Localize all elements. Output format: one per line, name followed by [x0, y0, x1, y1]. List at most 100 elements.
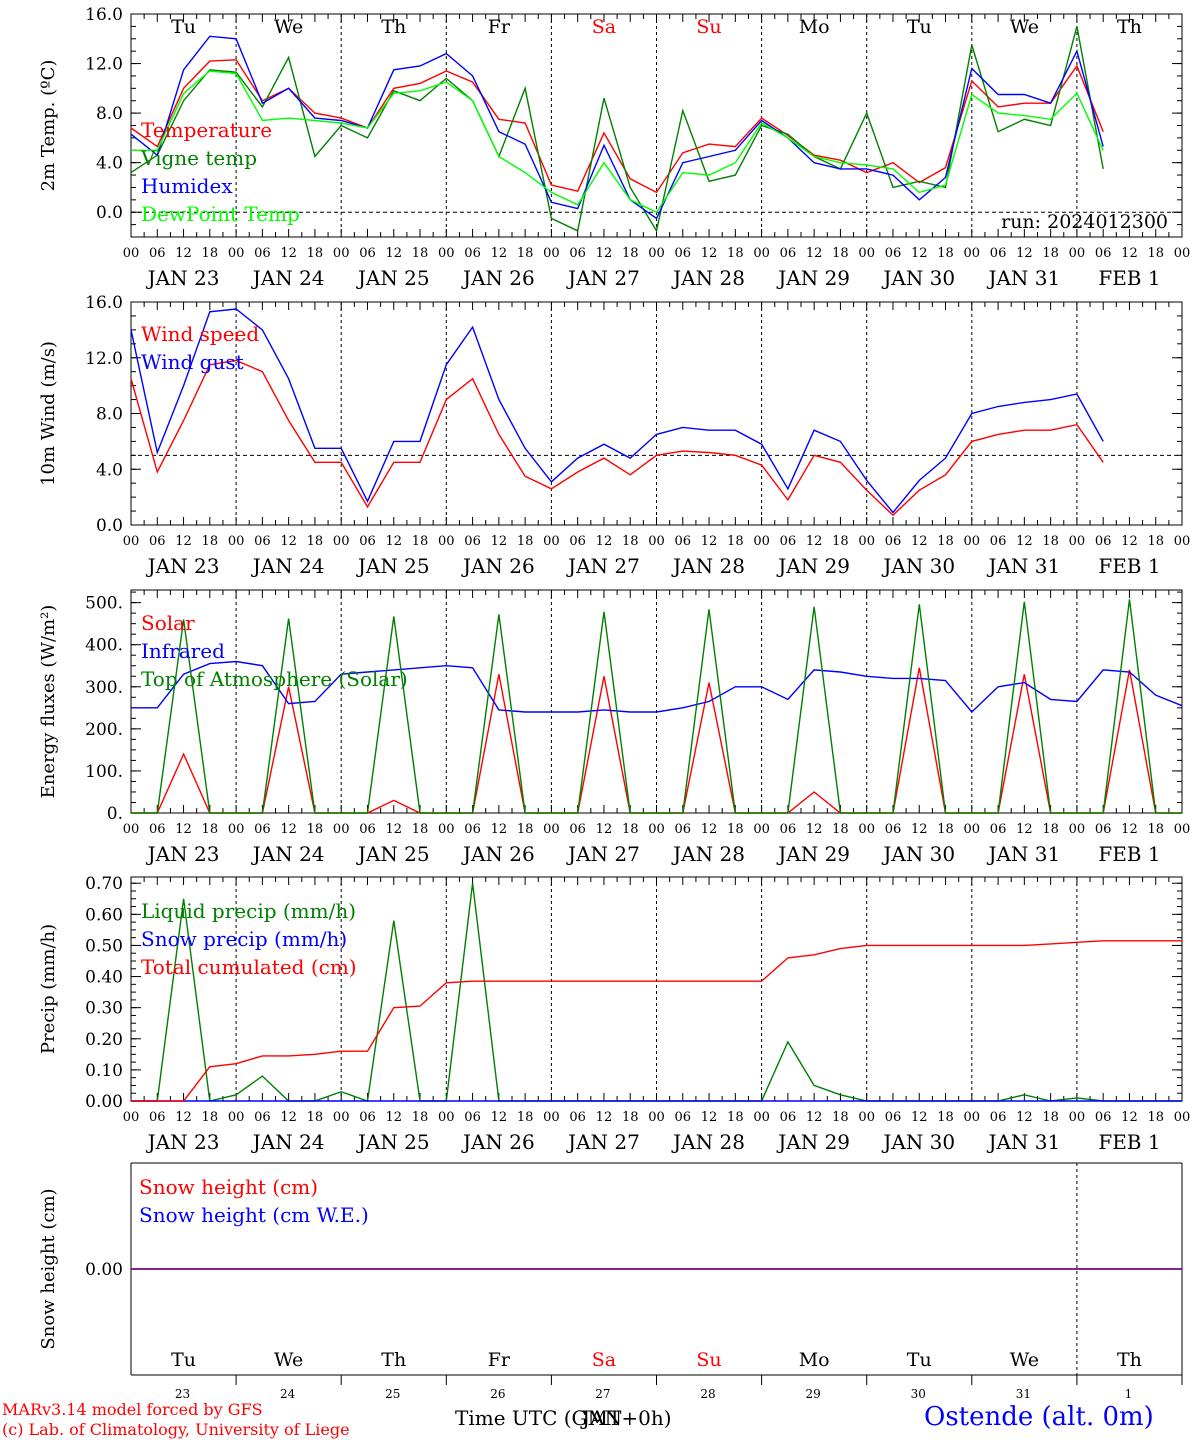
hour-tick-label: 00	[648, 534, 665, 549]
hour-tick-label: 18	[307, 822, 324, 837]
hour-tick-label: 12	[491, 534, 508, 549]
date-label: FEB 1	[1098, 266, 1160, 290]
hour-tick-label: 18	[517, 534, 534, 549]
hour-tick-label: 12	[175, 1110, 192, 1125]
hour-tick-label: 18	[832, 246, 849, 261]
date-label: JAN 23	[146, 1130, 220, 1154]
hour-tick-label: 12	[596, 822, 613, 837]
hour-tick-label: 12	[1016, 1110, 1033, 1125]
y-tick-label: 16.0	[85, 5, 123, 25]
hour-tick-label: 00	[1069, 246, 1086, 261]
hour-tick-label: 12	[280, 822, 297, 837]
hour-tick-label: 00	[333, 534, 350, 549]
hour-tick-label: 06	[990, 246, 1007, 261]
date-label: JAN 25	[356, 266, 430, 290]
hour-tick-label: 18	[937, 822, 954, 837]
hour-tick-label: 06	[780, 822, 797, 837]
date-label: JAN 29	[776, 266, 850, 290]
legend-entry: Humidex	[141, 174, 233, 198]
hour-tick-label: 06	[885, 1110, 902, 1125]
day-of-week-label: Mo	[799, 16, 830, 38]
hour-tick-label: 18	[1042, 822, 1059, 837]
hour-tick-label: 00	[438, 246, 455, 261]
date-label: JAN 29	[776, 1130, 850, 1154]
day-number-label: 31	[1016, 1387, 1031, 1401]
day-of-week-label: Tu	[171, 16, 196, 38]
hour-tick-label: 06	[675, 246, 692, 261]
y-tick-label: 0.50	[85, 936, 123, 956]
date-label: JAN 28	[671, 266, 745, 290]
xaxis-overlap-label: JAN	[582, 1406, 622, 1430]
date-label: JAN 28	[671, 554, 745, 578]
hour-tick-label: 18	[1042, 1110, 1059, 1125]
date-label: JAN 30	[881, 842, 955, 866]
hour-tick-label: 18	[622, 534, 639, 549]
hour-tick-label: 18	[1147, 1110, 1164, 1125]
day-of-week-label: We	[1010, 1349, 1039, 1371]
hour-tick-label: 12	[385, 534, 402, 549]
xaxis-label: Time UTC (GMT+0h)	[455, 1406, 672, 1430]
y-tick-label: 12.0	[85, 55, 123, 75]
hour-tick-label: 18	[832, 534, 849, 549]
hour-tick-label: 18	[517, 1110, 534, 1125]
date-label: JAN 27	[566, 554, 640, 578]
series-line-wind-gust	[130, 308, 1104, 514]
legend-entry: Temperature	[141, 118, 272, 142]
hour-tick-label: 12	[1121, 246, 1138, 261]
date-label: JAN 31	[986, 266, 1060, 290]
y-tick-label: 8.0	[96, 405, 123, 425]
hour-tick-label: 18	[307, 1110, 324, 1125]
station-label: Ostende (alt. 0m)	[924, 1402, 1154, 1432]
day-of-week-label: Mo	[799, 1349, 830, 1371]
hour-tick-label: 18	[1147, 534, 1164, 549]
date-label: JAN 24	[251, 842, 325, 866]
day-of-week-label: Th	[381, 16, 406, 38]
date-label: JAN 23	[146, 842, 220, 866]
hour-tick-label: 00	[543, 246, 560, 261]
day-number-label: 28	[700, 1387, 715, 1401]
hour-tick-label: 18	[412, 822, 429, 837]
hour-tick-label: 12	[175, 822, 192, 837]
hour-tick-label: 12	[491, 246, 508, 261]
y-axis-label: Energy fluxes (W/m²)	[38, 605, 59, 799]
y-axis-label: Precip (mm/h)	[38, 924, 59, 1054]
legend-entry: Total cumulated (cm)	[141, 955, 357, 979]
y-tick-label: 300.	[85, 678, 123, 698]
hour-tick-label: 06	[885, 822, 902, 837]
date-label: JAN 24	[251, 554, 325, 578]
hour-tick-label: 12	[806, 822, 823, 837]
hour-tick-label: 06	[1095, 1110, 1112, 1125]
series-line-wind-speed	[130, 359, 1104, 517]
legend-entry: Snow height (cm W.E.)	[139, 1203, 369, 1227]
day-of-week-label: Fr	[488, 1349, 511, 1371]
hour-tick-label: 06	[885, 534, 902, 549]
hour-tick-label: 06	[675, 534, 692, 549]
legend-entry: Infrared	[141, 639, 225, 663]
date-label: FEB 1	[1098, 842, 1160, 866]
hour-tick-label: 12	[596, 246, 613, 261]
hour-tick-label: 12	[911, 246, 928, 261]
date-label: JAN 31	[986, 1130, 1060, 1154]
date-label: JAN 23	[146, 266, 220, 290]
y-tick-label: 500.	[85, 594, 123, 614]
hour-tick-label: 00	[333, 1110, 350, 1125]
day-of-week-label: We	[274, 1349, 303, 1371]
day-of-week-label: Tu	[171, 1349, 196, 1371]
y-tick-label: 0.10	[85, 1061, 123, 1081]
date-label: JAN 24	[251, 1130, 325, 1154]
hour-tick-label: 18	[937, 534, 954, 549]
hour-tick-label: 12	[280, 1110, 297, 1125]
hour-tick-label: 00	[753, 534, 770, 549]
series-line-infrared	[131, 660, 1183, 714]
hour-tick-label: 06	[359, 822, 376, 837]
y-tick-label: 0.00	[85, 1260, 123, 1280]
hour-tick-label: 12	[280, 534, 297, 549]
hour-tick-label: 12	[806, 534, 823, 549]
hour-tick-label: 12	[701, 246, 718, 261]
hour-tick-label: 00	[123, 534, 140, 549]
hour-tick-label: 06	[464, 822, 481, 837]
hour-tick-label: 06	[254, 534, 271, 549]
hour-tick-label: 00	[858, 822, 875, 837]
date-label: JAN 26	[461, 842, 535, 866]
